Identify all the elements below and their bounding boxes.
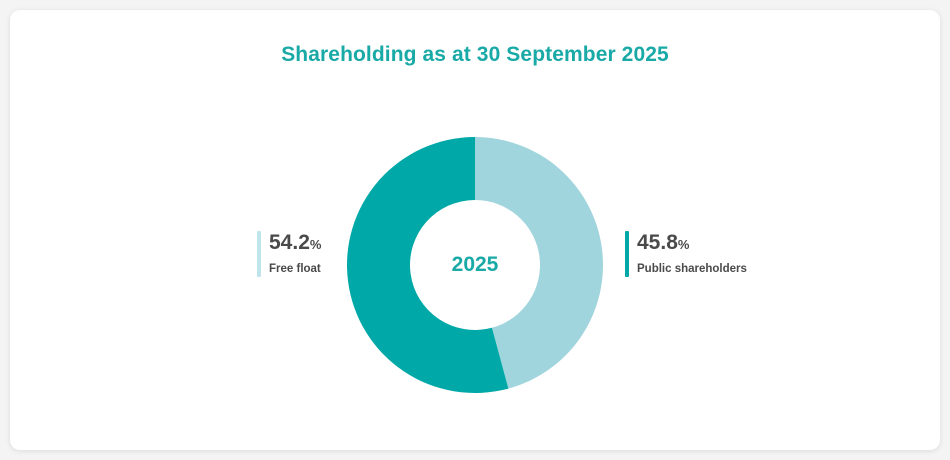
legend-item-free-float: 54.2% Free float	[257, 231, 321, 277]
donut-slice-free-float	[346, 137, 509, 393]
legend-item-public-shareholders: 45.8% Public shareholders	[625, 231, 747, 277]
donut-center-label: 2025	[451, 253, 499, 276]
legend-color-bar	[257, 231, 261, 277]
donut-chart	[346, 137, 603, 393]
legend-value: 54.2%	[269, 231, 321, 257]
legend-value: 45.8%	[637, 231, 747, 257]
legend-number: 45.8	[637, 231, 678, 254]
donut-slice-public-shareholders	[475, 137, 603, 389]
legend-color-bar	[625, 231, 629, 277]
chart-title: Shareholding as at 30 September 2025	[281, 43, 669, 66]
legend-label: Free float	[269, 263, 321, 275]
chart-card: Shareholding as at 30 September 2025 202…	[10, 10, 940, 450]
legend-unit: %	[309, 237, 322, 252]
legend-label: Public shareholders	[637, 263, 747, 275]
legend-number: 54.2	[269, 231, 310, 254]
legend-unit: %	[677, 237, 690, 252]
